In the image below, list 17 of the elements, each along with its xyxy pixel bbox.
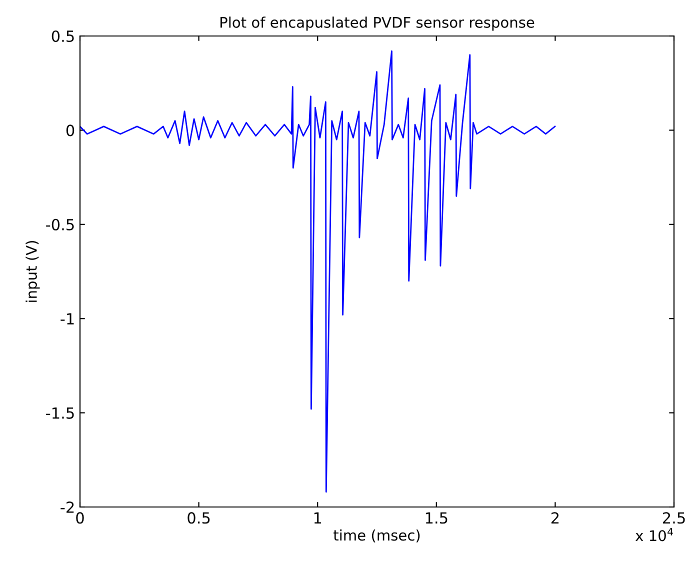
text: x 10$^{4}$ — [635, 528, 673, 542]
x-tick-label: 1.5 — [426, 512, 448, 524]
x-tick-label: 0.5 — [188, 512, 210, 524]
x-tick-label: 1 — [314, 512, 322, 524]
y-tick-label: -0.5 — [46, 218, 74, 230]
y-axis-title: input (V) — [26, 241, 40, 302]
chart-title: Plot of encapuslated PVDF sensor response — [220, 16, 534, 31]
y-tick-label: -1.5 — [46, 407, 74, 419]
y-tick-label: 0.5 — [52, 30, 74, 42]
x-tick-label: 2 — [551, 512, 559, 524]
y-tick-label: 0 — [66, 124, 74, 136]
x-tick-label: 2.5 — [662, 512, 685, 524]
line-series — [80, 50, 556, 493]
y-tick-label: -2 — [60, 501, 74, 513]
x-tick-label: 0 — [76, 512, 84, 524]
y-tick-label: -1 — [60, 313, 74, 324]
x-axis-title: time (msec) — [334, 529, 420, 542]
